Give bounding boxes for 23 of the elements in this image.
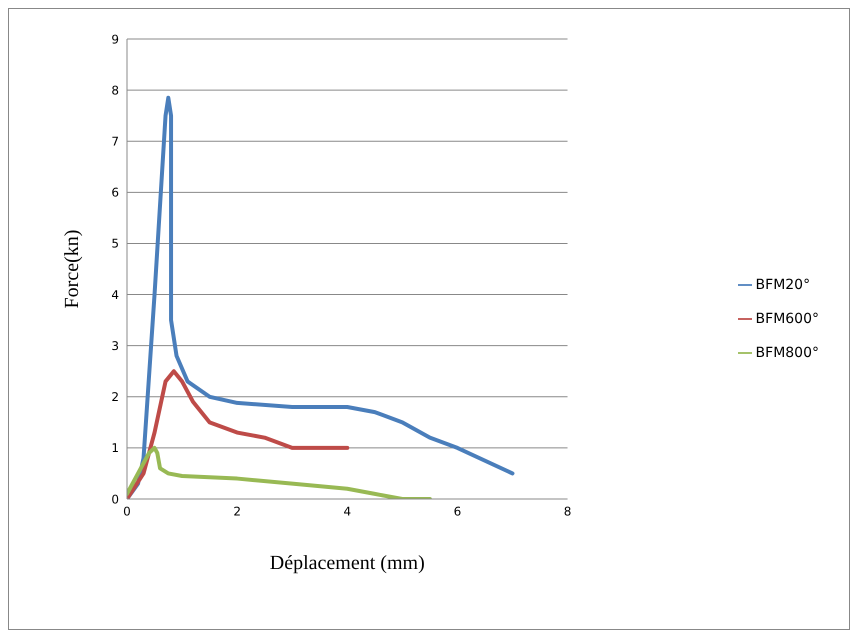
x-tick-label: 4 (343, 504, 352, 519)
line-series (127, 96, 514, 499)
y-tick-label: 3 (111, 338, 119, 353)
y-tick-label: 0 (111, 492, 119, 506)
line-series (127, 446, 432, 499)
x-axis-title: Déplacement (mm) (270, 552, 425, 574)
y-tick-label: 1 (111, 441, 119, 456)
y-tick-label: 9 (111, 32, 119, 46)
y-tick-label: 8 (111, 83, 119, 98)
y-tick-label: 4 (111, 288, 119, 302)
x-tick-label: 8 (564, 504, 572, 519)
legend-label: BFM800° (756, 345, 819, 361)
legend-label: BFM600° (756, 311, 819, 327)
y-tick-label: 2 (111, 390, 119, 404)
x-tick-label: 0 (123, 504, 131, 519)
line-series (127, 369, 350, 499)
y-tick-label: 7 (111, 134, 119, 148)
x-tick-label: 6 (454, 504, 462, 519)
legend-label: BFM20° (756, 277, 810, 293)
x-tick-label: 2 (233, 504, 241, 519)
y-tick-label: 5 (111, 236, 119, 251)
y-tick-label: 6 (111, 186, 119, 200)
y-axis-title: Force(kn) (61, 230, 84, 308)
